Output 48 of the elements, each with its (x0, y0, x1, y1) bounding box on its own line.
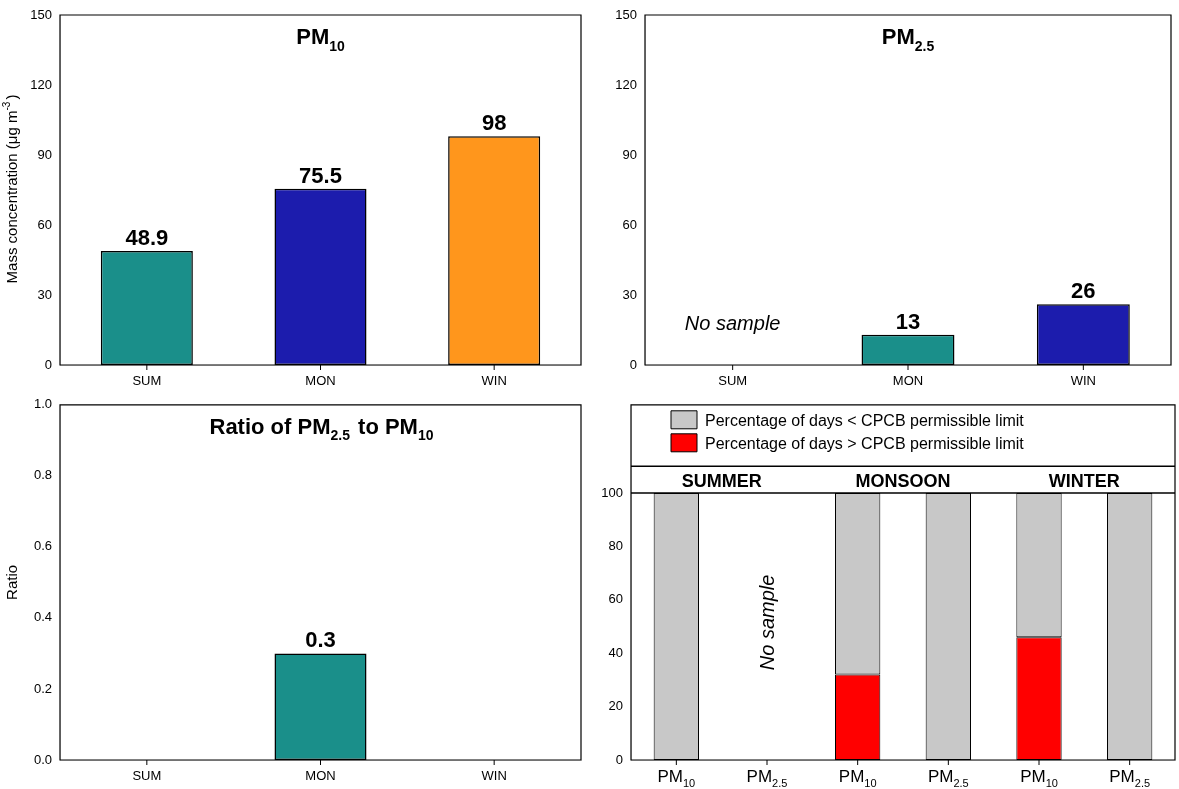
y-tick-label: 0.4 (33, 609, 52, 625)
annotation: No sample (684, 312, 781, 334)
data-label: 75.5 (299, 162, 342, 188)
y-tick-label: 60 (622, 216, 637, 232)
y-axis-title: Ratio (3, 564, 20, 600)
y-tick-label: 0 (44, 356, 52, 372)
y-tick-label: 90 (622, 146, 637, 162)
data-label: 26 (1071, 278, 1096, 304)
y-tick-label: 90 (37, 146, 52, 162)
y-tick-label: 60 (37, 216, 52, 232)
annotation: WINTER (1048, 470, 1120, 491)
y-tick-label: 100 (601, 484, 623, 500)
x-tick-label: MON (305, 768, 336, 783)
y-tick-label: 150 (615, 6, 637, 22)
y-tick-label: 0 (629, 356, 637, 372)
y-tick-label: 0.8 (33, 467, 52, 483)
x-tick-label: WIN (481, 373, 507, 388)
y-tick-label: 0.2 (33, 680, 52, 696)
legend-label: Percentage of days < CPCB permissible limit (705, 411, 1025, 429)
legend-label: Percentage of days > CPCB permissible limit (705, 434, 1025, 452)
y-tick-label: 20 (608, 698, 623, 714)
y-tick-label: 40 (608, 644, 623, 660)
data-label: 13 (895, 308, 921, 334)
y-tick-label: 30 (622, 286, 637, 302)
annotation: No sample (756, 574, 778, 671)
annotation: SUMMER (681, 470, 762, 491)
annotation: MONSOON (855, 470, 951, 491)
data-label: 48.9 (125, 224, 169, 250)
y-axis-title: Mass concentration (μg m-3) (1, 94, 20, 284)
y-tick-label: 0 (615, 751, 623, 767)
y-tick-label: 120 (615, 76, 637, 92)
y-tick-label: 60 (608, 591, 623, 607)
x-tick-label: WIN (1070, 373, 1096, 388)
y-tick-label: 0.0 (33, 751, 52, 767)
x-tick-label: SUM (132, 373, 162, 388)
x-tick-label: MON (892, 373, 924, 388)
y-tick-label: 1.0 (33, 396, 52, 412)
y-tick-label: 30 (37, 286, 52, 302)
y-tick-label: 0.6 (33, 538, 52, 554)
x-tick-label: WIN (481, 768, 507, 783)
data-label: 0.3 (305, 627, 336, 653)
y-tick-label: 120 (30, 76, 52, 92)
data-label: 98 (481, 110, 507, 136)
x-tick-label: MON (305, 373, 336, 388)
x-tick-label: SUM (132, 768, 162, 783)
y-tick-label: 150 (30, 6, 52, 22)
x-tick-label: SUM (718, 373, 748, 388)
y-tick-label: 80 (608, 537, 623, 553)
